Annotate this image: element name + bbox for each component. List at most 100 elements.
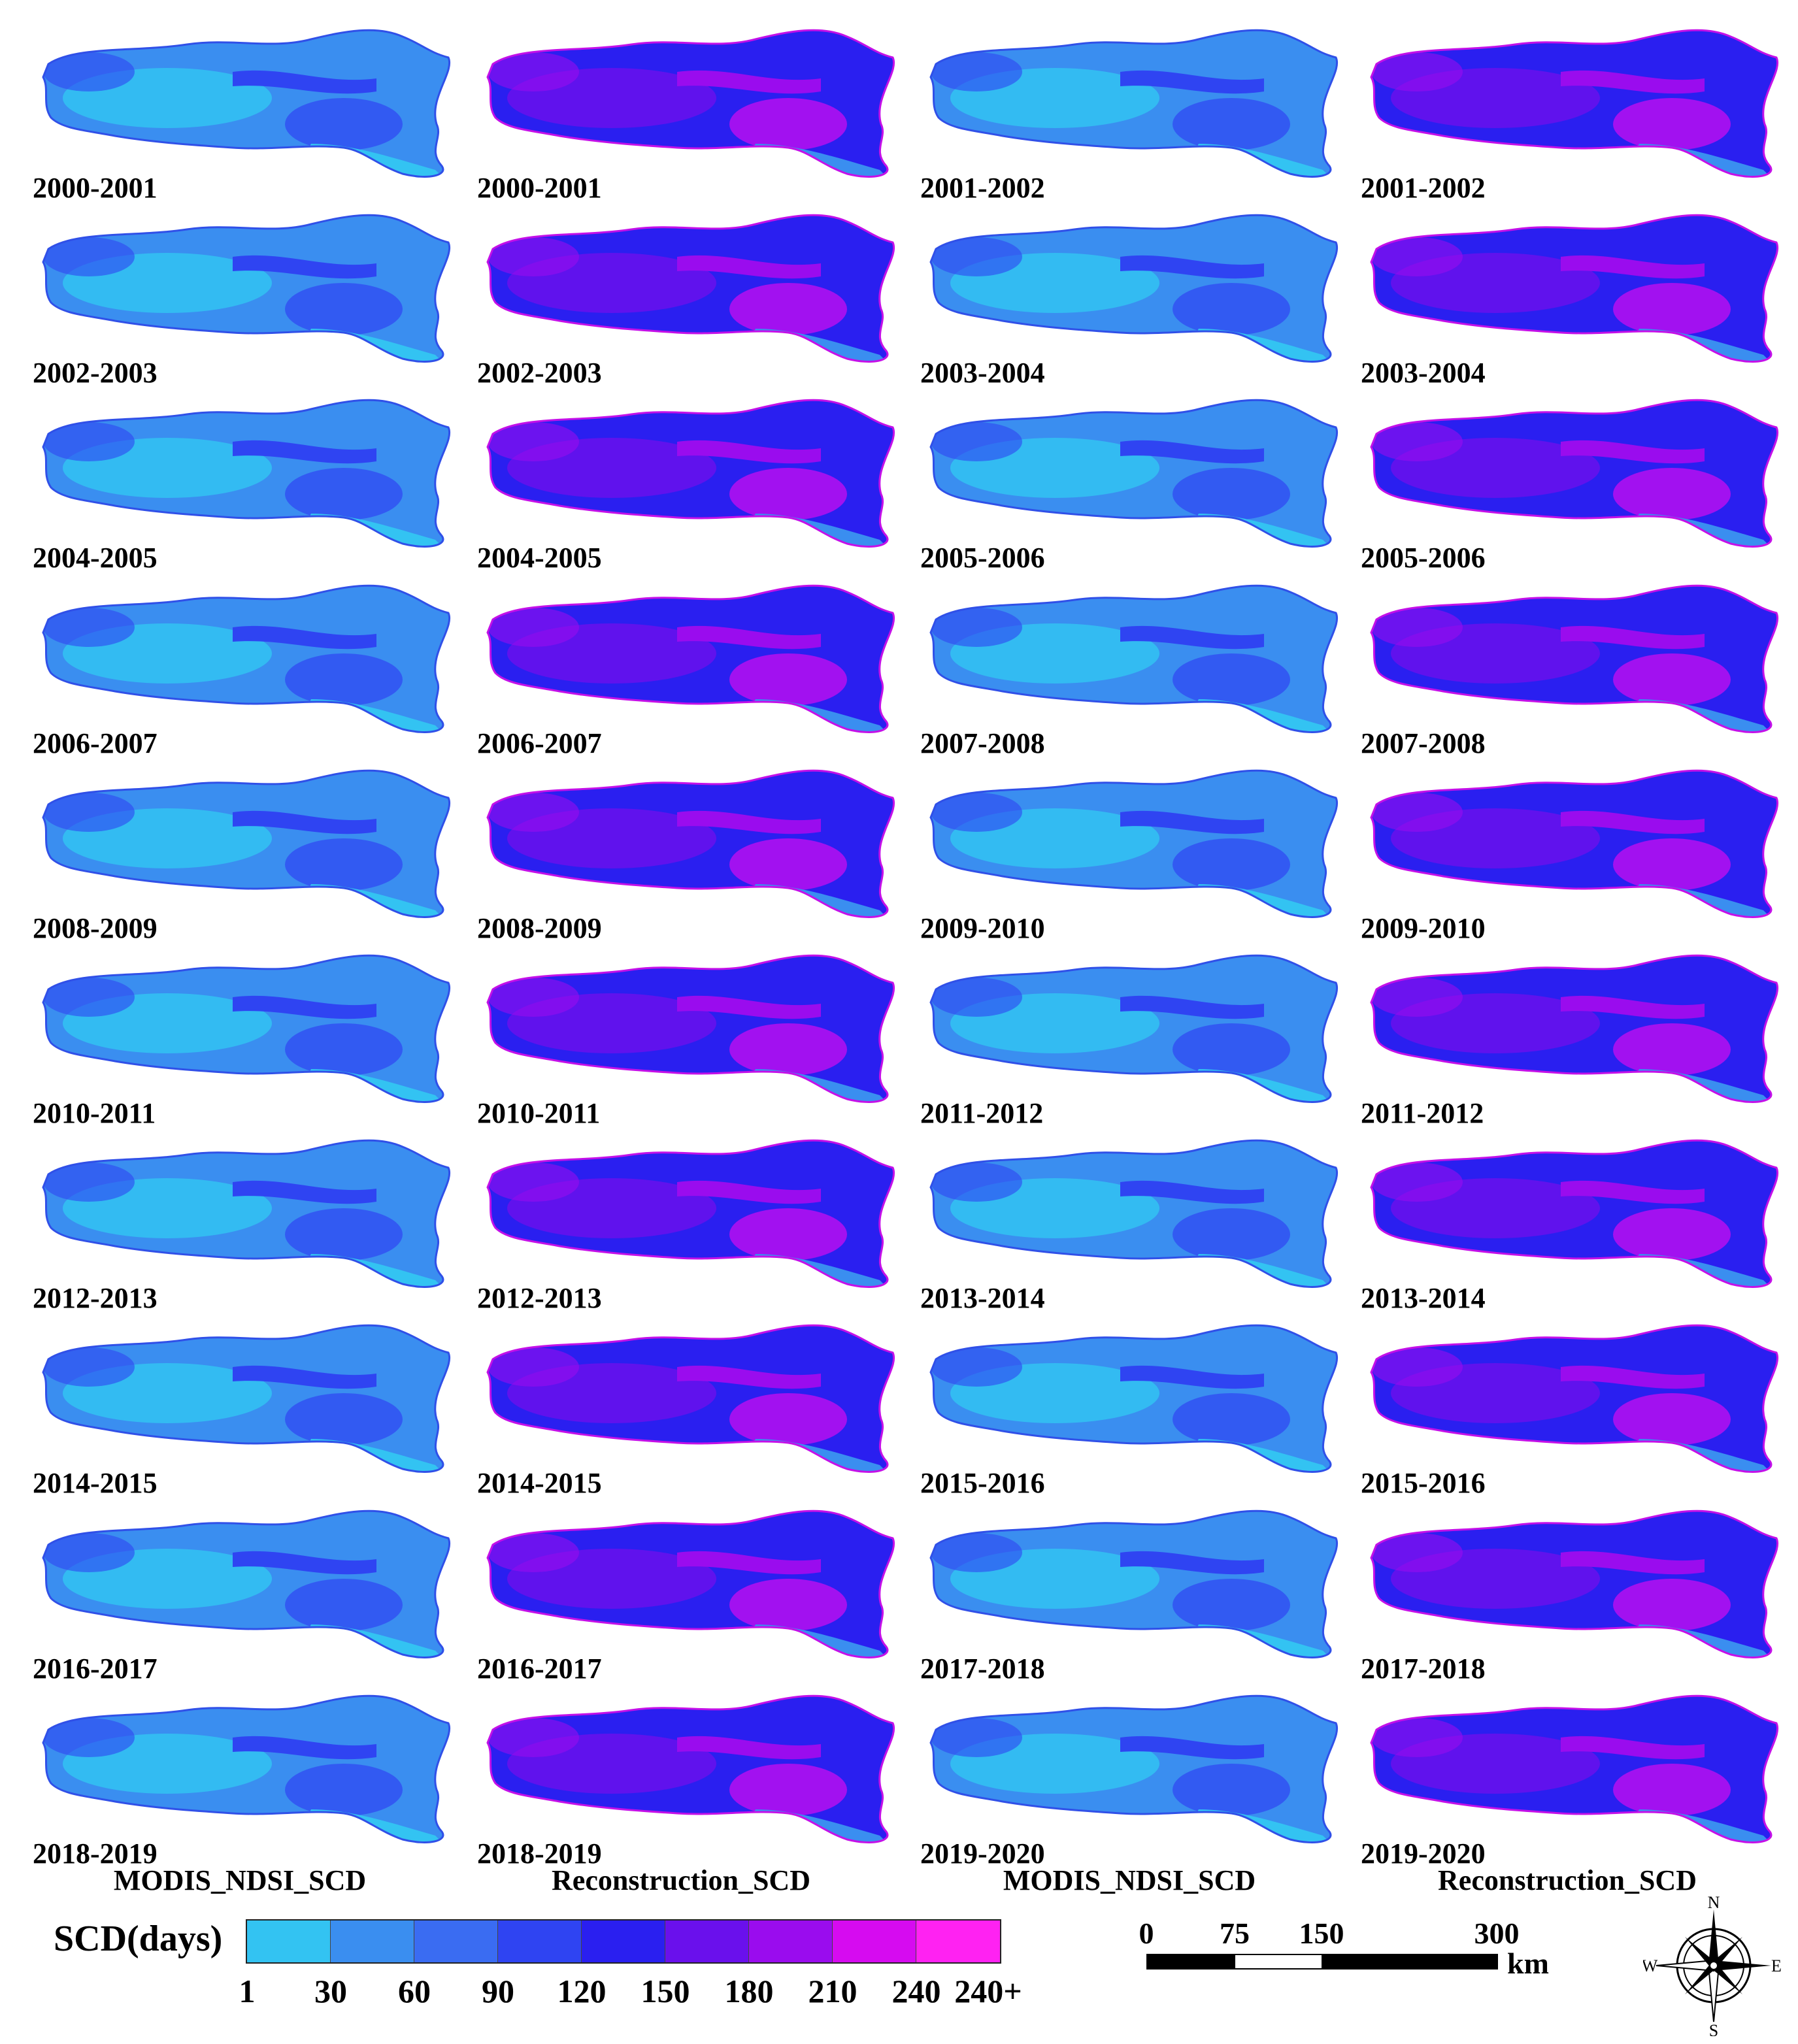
north-arrow-compass-icon: N S E W (1643, 1895, 1782, 2036)
snow-cover-map (929, 29, 1339, 178)
legend-swatch (582, 1920, 665, 1962)
legend-tick-label: 120 (557, 1973, 607, 2009)
map-panel: 2002-2003 (468, 211, 899, 397)
season-label: 2015-2016 (1361, 1467, 1486, 1500)
snow-cover-map (486, 769, 895, 918)
map-panel: 2017-2018 (1352, 1507, 1783, 1693)
legend-tick-label: 240+ (954, 1973, 1022, 2009)
season-label: 2000-2001 (33, 172, 158, 204)
map-panel: 2016-2017 (24, 1507, 455, 1693)
legend-tick-label: 210 (808, 1973, 857, 2009)
snow-cover-map (42, 1139, 451, 1289)
scale-unit: km (1507, 1947, 1549, 1980)
season-label: 2014-2015 (477, 1467, 602, 1500)
map-panel: 2003-2004 (1352, 211, 1783, 397)
legend-swatch (749, 1920, 833, 1962)
map-panel: 2006-2007 (468, 582, 899, 768)
season-label: 2016-2017 (477, 1652, 602, 1685)
snow-cover-map (929, 1139, 1339, 1289)
legend-color-bar (246, 1919, 1001, 1964)
legend-swatch (833, 1920, 916, 1962)
legend-swatch (665, 1920, 749, 1962)
legend-tick-label: 1 (239, 1973, 256, 2009)
compass-south-label: S (1709, 2021, 1718, 2036)
map-panel: 2015-2016 (911, 1321, 1342, 1508)
season-label: 2009-2010 (920, 912, 1045, 944)
snow-cover-map (929, 954, 1339, 1103)
season-label: 2011-2012 (920, 1097, 1044, 1129)
season-label: 2018-2019 (477, 1837, 602, 1870)
snow-cover-map (42, 1694, 451, 1843)
season-label: 2002-2003 (477, 357, 602, 389)
legend-swatch (414, 1920, 498, 1962)
compass-north-label: N (1708, 1895, 1720, 1912)
map-panel: 2008-2009 (24, 766, 455, 953)
legend-tick-label: 90 (482, 1973, 514, 2009)
season-label: 2016-2017 (33, 1652, 158, 1685)
season-label: 2017-2018 (920, 1652, 1045, 1685)
season-label: 2012-2013 (33, 1282, 158, 1315)
compass-east-label: E (1771, 1956, 1782, 1975)
snow-cover-map (486, 1139, 895, 1289)
snow-cover-map (1370, 214, 1779, 363)
map-panel: 2002-2003 (24, 211, 455, 397)
snow-cover-map (1370, 954, 1779, 1103)
map-panel: 2006-2007 (24, 582, 455, 768)
map-panel: 2017-2018 (911, 1507, 1342, 1693)
map-panel: 2007-2008 (911, 582, 1342, 768)
season-label: 2008-2009 (33, 912, 158, 944)
map-panel: 2000-2001 (468, 26, 899, 212)
column-title-modis-1: MODIS_NDSI_SCD (113, 1864, 367, 1896)
season-label: 2004-2005 (477, 542, 602, 574)
season-label: 2001-2002 (920, 172, 1045, 204)
map-panel: 2001-2002 (1352, 26, 1783, 212)
snow-cover-map (486, 1694, 895, 1843)
map-panel: 2007-2008 (1352, 582, 1783, 768)
map-panel: 2011-2012 (911, 951, 1342, 1138)
map-panel: 2009-2010 (1352, 766, 1783, 953)
season-label: 2008-2009 (477, 912, 602, 944)
snow-cover-map (929, 1325, 1339, 1474)
legend-tick-label: 240 (891, 1973, 941, 2009)
map-panel: 2004-2005 (24, 396, 455, 582)
season-label: 2006-2007 (33, 727, 158, 759)
snow-cover-map (1370, 584, 1779, 733)
map-panel: 2013-2014 (1352, 1136, 1783, 1323)
map-panel: 2019-2020 (911, 1692, 1342, 1878)
snow-cover-map (929, 399, 1339, 548)
snow-cover-map (1370, 1509, 1779, 1658)
snow-cover-map (1370, 29, 1779, 178)
snow-cover-map (929, 1509, 1339, 1658)
season-label: 2015-2016 (920, 1467, 1045, 1500)
season-label: 2019-2020 (1361, 1837, 1486, 1870)
snow-cover-map (486, 584, 895, 733)
map-panel: 2010-2011 (468, 951, 899, 1138)
season-label: 2006-2007 (477, 727, 602, 759)
scale-seg-3 (1322, 1954, 1498, 1970)
snow-cover-map (486, 29, 895, 178)
map-panel: 2013-2014 (911, 1136, 1342, 1323)
snow-cover-map (486, 1325, 895, 1474)
season-label: 2013-2014 (1361, 1282, 1486, 1315)
map-panel: 2014-2015 (24, 1321, 455, 1508)
snow-cover-map (42, 399, 451, 548)
map-panel: 2012-2013 (468, 1136, 899, 1323)
snow-cover-map (42, 29, 451, 178)
column-title-reconstruction-1: Reconstruction_SCD (552, 1864, 810, 1896)
map-panel: 2001-2002 (911, 26, 1342, 212)
snow-cover-map (1370, 399, 1779, 548)
season-label: 2007-2008 (920, 727, 1045, 759)
map-panel: 2005-2006 (911, 396, 1342, 582)
snow-cover-map (42, 769, 451, 918)
map-panel: 2011-2012 (1352, 951, 1783, 1138)
snow-cover-map (1370, 1694, 1779, 1843)
season-label: 2013-2014 (920, 1282, 1045, 1315)
snow-cover-map (42, 1509, 451, 1658)
snow-cover-map (42, 954, 451, 1103)
season-label: 2002-2003 (33, 357, 158, 389)
season-label: 2009-2010 (1361, 912, 1486, 944)
map-panel: 2016-2017 (468, 1507, 899, 1693)
snow-cover-map (1370, 1139, 1779, 1289)
map-panel: 2010-2011 (24, 951, 455, 1138)
season-label: 2019-2020 (920, 1837, 1045, 1870)
